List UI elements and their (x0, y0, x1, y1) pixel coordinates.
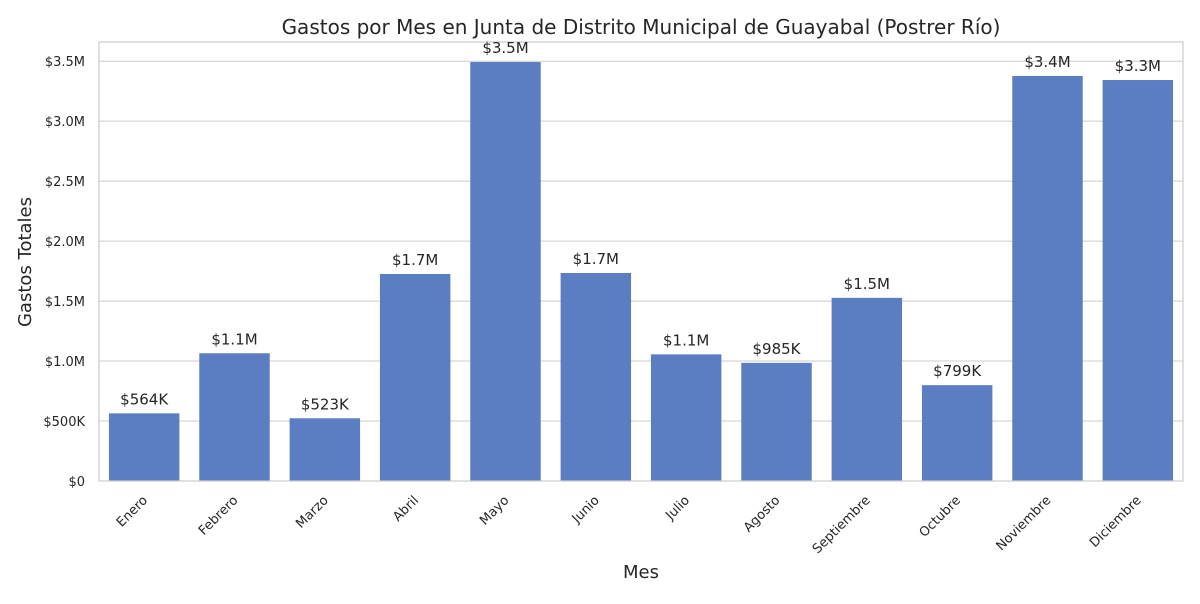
bar-value-label: $1.5M (844, 275, 890, 293)
x-tick-label: Julio (662, 493, 693, 524)
bar (831, 297, 903, 481)
y-tick-label: $1.5M (45, 295, 85, 310)
bar-value-label: $3.5M (482, 39, 528, 57)
y-tick-label: $3.5M (45, 55, 85, 70)
y-tick-label: $500K (43, 415, 85, 430)
x-tick-label: Abril (390, 493, 422, 525)
bar (1012, 75, 1083, 482)
y-tick-label: $1.0M (45, 355, 85, 370)
x-axis-label: Mes (623, 562, 659, 583)
bar-value-label: $799K (933, 362, 982, 380)
x-tick-label: Diciembre (1087, 493, 1145, 551)
y-tick-label: $3.0M (45, 115, 85, 130)
x-tick-label: Noviembre (994, 493, 1055, 554)
x-tick-label: Febrero (196, 493, 241, 538)
grid-layer (99, 60, 1183, 482)
x-tick-label: Enero (114, 493, 151, 530)
x-tick-label: Marzo (293, 493, 331, 531)
x-tick-label: Agosto (741, 493, 783, 535)
plot-frame (98, 41, 1184, 482)
bar (1102, 80, 1174, 481)
x-tick-label: Octubre (917, 493, 964, 540)
y-tick-label: $0 (68, 475, 85, 490)
bar-value-label: $564K (120, 390, 169, 408)
x-tick-labels: Enero Febrero Marzo Abril Mayo Junio Julio Agos… (114, 493, 1145, 557)
y-tick-label: $2.5M (45, 175, 85, 190)
bar (289, 418, 361, 481)
bar-value-label: $1.7M (392, 251, 438, 269)
chart-title: Gastos por Mes en Junta de Distrito Muni… (282, 15, 1001, 39)
bar-value-label: $3.4M (1024, 53, 1070, 71)
bar (199, 353, 270, 481)
bar-value-label: $985K (752, 340, 801, 358)
bar (108, 413, 180, 481)
y-tick-label: $2.0M (45, 235, 85, 250)
bar (741, 362, 812, 481)
bar-layer (108, 62, 1174, 482)
x-tick-label: Septiembre (810, 493, 874, 557)
bar-value-label: $1.1M (663, 331, 709, 349)
bar (650, 354, 722, 481)
bar (921, 385, 993, 481)
bar (379, 273, 451, 481)
y-axis-label: Gastos Totales (15, 197, 36, 327)
bar-value-label: $523K (301, 395, 350, 413)
bar (560, 273, 632, 481)
bar (470, 62, 541, 481)
bar-value-label: $3.3M (1115, 57, 1161, 75)
bar-value-labels: $564K $1.1M $523K $1.7M $3.5M $1.7M $1.1M $985K… (120, 39, 1161, 413)
x-tick-label: Junio (569, 493, 603, 527)
x-tick-label: Mayo (477, 493, 512, 528)
y-tick-labels: $0 $500K $1.0M $1.5M $2.0M $2.5M $3.0M $3.5M (43, 55, 85, 490)
bar-value-label: $1.1M (211, 330, 257, 348)
bar-value-label: $1.7M (573, 250, 619, 268)
